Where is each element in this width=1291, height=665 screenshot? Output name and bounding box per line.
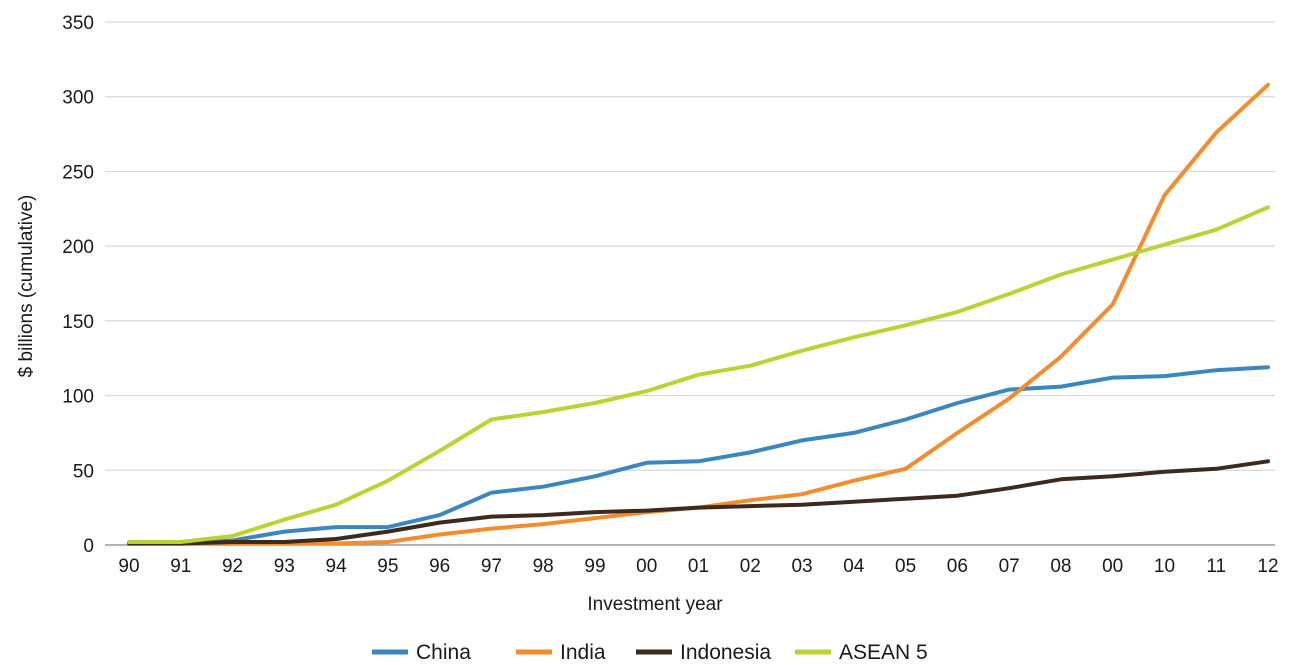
x-tick-label: 97 [481,556,502,577]
legend-label-indonesia: Indonesia [680,641,771,664]
x-tick-label: 00 [636,556,657,577]
x-axis-title: Investment year [587,594,723,615]
x-tick-label: 04 [843,556,865,577]
x-tick-label: 02 [740,556,761,577]
x-tick-label: 00 [1102,556,1123,577]
y-axis-title: $ billions (cumulative) [16,195,37,378]
x-tick-label: 10 [1154,556,1175,577]
x-tick-label: 92 [222,556,243,577]
x-tick-label: 11 [1206,556,1226,577]
legend: China India Indonesia ASEAN 5 [372,641,928,664]
y-tick-label: 300 [62,88,94,109]
x-tick-label: 07 [999,556,1020,577]
y-tick-label: 250 [62,162,94,183]
x-tick-label: 99 [584,556,605,577]
x-tick-label: 90 [118,556,139,577]
x-tick-label: 08 [1050,556,1071,577]
y-tick-label: 200 [62,237,94,258]
x-tick-label: 93 [274,556,295,577]
series-line-china [127,365,1270,546]
series-line-india [127,82,1270,546]
x-tick-label: 91 [170,556,191,577]
x-tick-label: 94 [326,556,348,577]
series-line-indonesia [127,459,1270,546]
y-tick-label: 0 [83,536,94,557]
y-tick-label: 100 [62,387,94,408]
x-tick-label: 05 [895,556,916,577]
x-tick-label: 06 [947,556,968,577]
x-tick-label: 96 [429,556,450,577]
series-lines [127,82,1270,546]
x-tick-label: 03 [791,556,812,577]
x-axis-ticks: 90 91 92 93 94 95 96 97 98 99 00 01 02 03 04 05 06 07 08 00… [118,556,1278,577]
x-tick-label: 12 [1257,556,1278,577]
y-tick-label: 150 [62,312,94,333]
y-axis-ticks: 0 50 100 150 200 250 300 350 [62,13,94,557]
series-line-asean-5 [127,205,1270,544]
x-tick-label: 95 [377,556,398,577]
legend-label-asean-5: ASEAN 5 [839,641,928,664]
legend-label-china: China [416,641,471,664]
x-tick-label: 98 [533,556,554,577]
y-tick-label: 350 [62,13,94,34]
y-tick-label: 50 [73,461,94,482]
legend-label-india: India [560,641,606,664]
x-tick-label: 01 [688,556,709,577]
gridlines [105,21,1275,471]
